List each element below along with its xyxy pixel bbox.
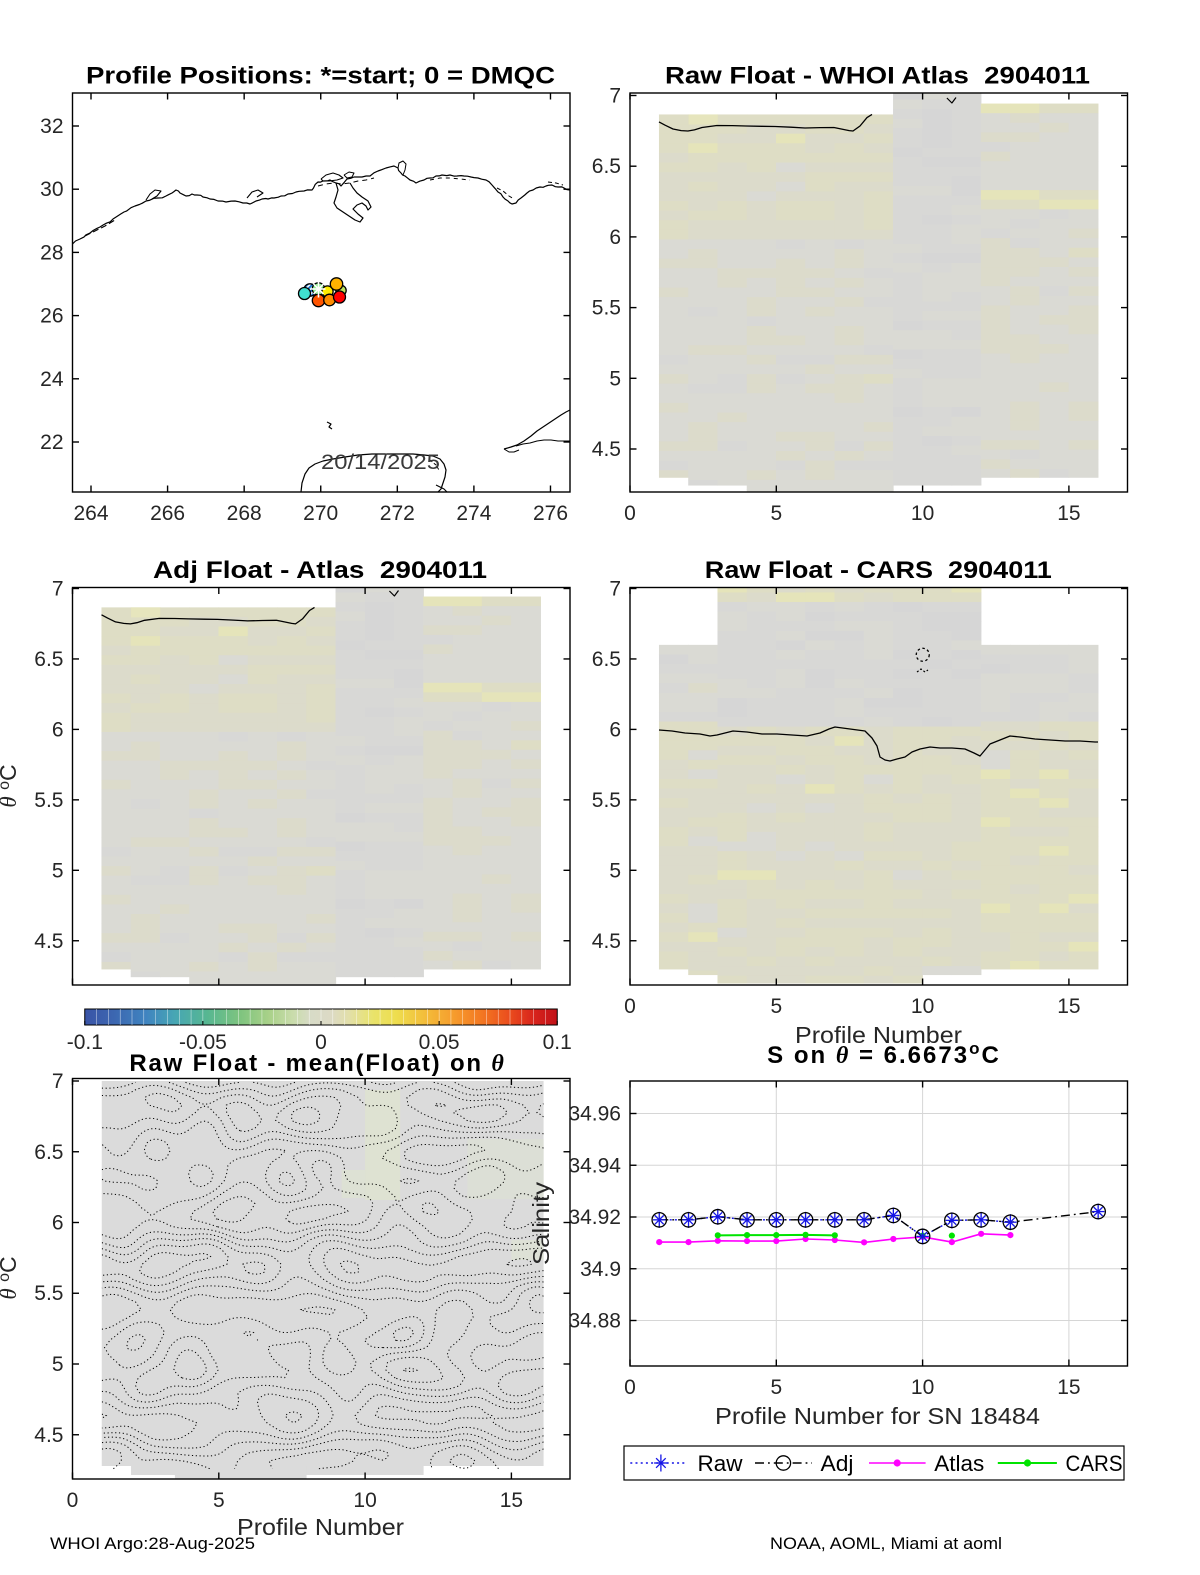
svg-text:34.9: 34.9	[580, 1258, 621, 1281]
svg-text:0: 0	[624, 502, 636, 525]
svg-text:Raw Float - CARS 2904011: Raw Float - CARS 2904011	[705, 557, 1052, 584]
svg-text:5.5: 5.5	[34, 789, 63, 812]
svg-text:0.05: 0.05	[419, 1031, 460, 1054]
svg-text:0.1: 0.1	[543, 1031, 572, 1054]
svg-text:CARS: CARS	[1066, 1451, 1123, 1476]
svg-text:5: 5	[770, 1376, 782, 1399]
svg-text:Atlas: Atlas	[934, 1451, 984, 1476]
svg-text:7: 7	[609, 85, 621, 108]
svg-text:4.5: 4.5	[34, 930, 63, 953]
svg-text:S on θ = 6.6673oC: S on θ = 6.6673oC	[767, 1039, 1001, 1069]
svg-text:34.94: 34.94	[568, 1154, 621, 1177]
svg-text:34.92: 34.92	[568, 1206, 621, 1229]
svg-text:5: 5	[609, 367, 621, 390]
svg-text:268: 268	[227, 502, 262, 525]
svg-text:Adj Float - Atlas 2904011: Adj Float - Atlas 2904011	[153, 557, 487, 584]
svg-text:5: 5	[609, 859, 621, 882]
svg-text:θ oC: θ oC	[0, 764, 21, 807]
svg-text:5.5: 5.5	[592, 297, 621, 320]
svg-text:Profile Number: Profile Number	[237, 1514, 404, 1540]
svg-text:-0.1: -0.1	[67, 1031, 103, 1054]
svg-text:26: 26	[40, 305, 63, 328]
svg-text:22: 22	[40, 431, 63, 454]
svg-text:5: 5	[52, 859, 64, 882]
svg-text:264: 264	[73, 502, 108, 525]
svg-text:6.5: 6.5	[34, 648, 63, 671]
svg-text:20/14/2025: 20/14/2025	[321, 451, 440, 474]
svg-text:30: 30	[40, 178, 63, 201]
svg-text:6.5: 6.5	[34, 1141, 63, 1164]
svg-text:10: 10	[911, 995, 934, 1018]
svg-text:Profile Number for SN 18484: Profile Number for SN 18484	[715, 1403, 1040, 1429]
svg-text:10: 10	[911, 502, 934, 525]
svg-text:6: 6	[52, 1212, 64, 1235]
svg-text:6: 6	[609, 718, 621, 741]
svg-text:7: 7	[609, 578, 621, 601]
svg-text:Salinity: Salinity	[528, 1181, 554, 1265]
svg-text:34.88: 34.88	[568, 1310, 621, 1333]
svg-text:4.5: 4.5	[592, 930, 621, 953]
svg-text:32: 32	[40, 115, 63, 138]
svg-text:5: 5	[770, 995, 782, 1018]
svg-text:0: 0	[624, 995, 636, 1018]
svg-text:10: 10	[911, 1376, 934, 1399]
svg-text:15: 15	[1057, 1376, 1080, 1399]
svg-text:272: 272	[380, 502, 415, 525]
svg-text:-0.05: -0.05	[179, 1031, 227, 1054]
svg-text:Adj: Adj	[821, 1451, 854, 1476]
svg-text:Raw: Raw	[698, 1451, 743, 1476]
svg-text:24: 24	[40, 368, 64, 391]
svg-text:34.96: 34.96	[568, 1103, 621, 1126]
svg-text:5: 5	[770, 502, 782, 525]
svg-text:4.5: 4.5	[34, 1424, 63, 1447]
svg-text:Profile Number: Profile Number	[795, 1022, 962, 1048]
svg-text:0: 0	[67, 1489, 79, 1512]
svg-text:Raw Float - WHOI Atlas 290401: Raw Float - WHOI Atlas 2904011	[665, 63, 1090, 90]
svg-text:6.5: 6.5	[592, 155, 621, 178]
svg-text:5.5: 5.5	[34, 1282, 63, 1305]
svg-text:5: 5	[213, 1489, 225, 1512]
svg-text:5.5: 5.5	[592, 789, 621, 812]
svg-text:6: 6	[609, 226, 621, 249]
svg-text:15: 15	[1057, 995, 1080, 1018]
svg-text:NOAA, AOML, Miami at aoml: NOAA, AOML, Miami at aoml	[770, 1534, 1002, 1553]
svg-text:15: 15	[500, 1489, 523, 1512]
svg-text:0: 0	[315, 1031, 327, 1054]
svg-text:WHOI Argo:28-Aug-2025: WHOI Argo:28-Aug-2025	[50, 1534, 255, 1553]
svg-text:θ oC: θ oC	[0, 1256, 21, 1299]
svg-text:10: 10	[353, 1489, 376, 1512]
svg-text:4.5: 4.5	[592, 438, 621, 461]
svg-text:266: 266	[150, 502, 185, 525]
svg-text:28: 28	[40, 241, 63, 264]
svg-text:7: 7	[52, 578, 64, 601]
svg-text:6.5: 6.5	[592, 648, 621, 671]
svg-text:270: 270	[303, 502, 338, 525]
svg-text:274: 274	[456, 502, 491, 525]
svg-text:5: 5	[52, 1353, 64, 1376]
svg-text:0: 0	[624, 1376, 636, 1399]
svg-text:276: 276	[533, 502, 568, 525]
svg-text:Profile Positions: *=start; 0: Profile Positions: *=start; 0 = DMQC	[86, 63, 555, 90]
svg-text:6: 6	[52, 718, 64, 741]
svg-text:15: 15	[1057, 502, 1080, 525]
svg-text:Raw Float - mean(Float) on θ: Raw Float - mean(Float) on θ	[129, 1050, 505, 1077]
svg-text:7: 7	[52, 1070, 64, 1093]
